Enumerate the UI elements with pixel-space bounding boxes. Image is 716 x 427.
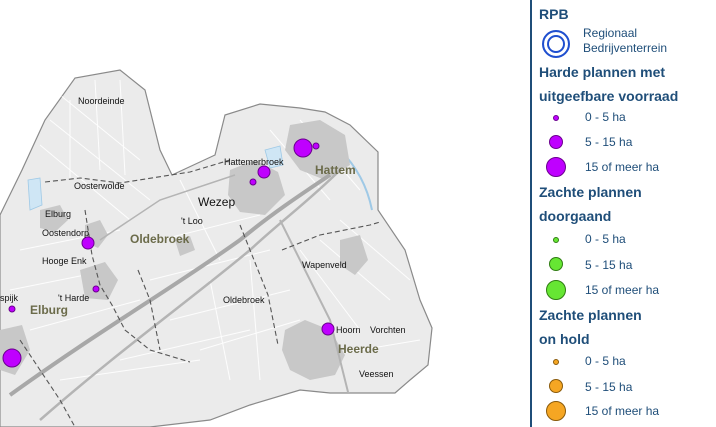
harde-plan-marker-large[interactable] bbox=[293, 138, 313, 158]
harde-plan-marker-small[interactable] bbox=[249, 178, 257, 186]
water-features bbox=[27, 145, 284, 211]
legend-zachte-doorgaand-title-line2: doorgaand bbox=[539, 208, 612, 224]
zachte-doorgaand-large-icon bbox=[546, 280, 566, 300]
legend-doorgaand-large-label: 15 of meer ha bbox=[585, 283, 660, 297]
harde-plan-marker-medium[interactable] bbox=[257, 165, 271, 179]
municipality-label-oldebroek: Oldebroek bbox=[130, 232, 190, 246]
legend-onhold-medium-label: 5 - 15 ha bbox=[585, 380, 633, 394]
legend-doorgaand-small-label: 0 - 5 ha bbox=[585, 232, 626, 246]
harde-plan-marker-medium[interactable] bbox=[81, 236, 95, 250]
harde-medium-icon bbox=[549, 135, 563, 149]
harde-small-icon bbox=[553, 115, 559, 121]
legend-rpb-title: RPB bbox=[539, 6, 569, 22]
map: Noordeinde Oosterwolde Elburg Oostendorp… bbox=[0, 69, 433, 427]
legend-zachte-onhold-title-line1: Zachte plannen bbox=[539, 307, 642, 323]
zachte-doorgaand-small-icon bbox=[553, 237, 559, 243]
road bbox=[279, 219, 351, 401]
harde-large-icon bbox=[546, 157, 566, 177]
legend-onhold-small-label: 0 - 5 ha bbox=[585, 354, 626, 368]
legend-harde-title-line2: uitgeefbare voorraad bbox=[539, 88, 679, 104]
municipality-label-elburg: Elburg bbox=[30, 303, 68, 317]
zachte-onhold-large-icon bbox=[546, 401, 566, 421]
place-label-t-loo: 't Loo bbox=[181, 216, 203, 226]
plan-markers bbox=[2, 138, 335, 368]
place-label-hoorn: Hoorn bbox=[336, 325, 361, 335]
municipality-label-hattem: Hattem bbox=[315, 163, 356, 177]
place-label-wapenveld: Wapenveld bbox=[302, 260, 347, 270]
legend-harde-medium-label: 5 - 15 ha bbox=[585, 135, 633, 149]
road bbox=[99, 174, 236, 241]
municipality-label-heerde: Heerde bbox=[338, 342, 379, 356]
harde-plan-marker-small[interactable] bbox=[8, 305, 16, 313]
place-label-elburg-town: Elburg bbox=[45, 209, 71, 219]
legend-doorgaand-medium-label: 5 - 15 ha bbox=[585, 258, 633, 272]
place-labels: Noordeinde Oosterwolde Elburg Oostendorp… bbox=[0, 96, 406, 379]
place-label-hooge-enk: Hooge Enk bbox=[42, 256, 87, 266]
harde-plan-marker-medium[interactable] bbox=[321, 322, 335, 336]
legend-rpb-label-line1: Regionaal bbox=[583, 26, 638, 40]
harde-plan-marker-small[interactable] bbox=[92, 285, 100, 293]
legend-harde-large-label: 15 of meer ha bbox=[585, 160, 660, 174]
map-legend: RPB Regionaal Bedrijventerrein Harde pla… bbox=[537, 4, 713, 424]
legend-harde-small-label: 0 - 5 ha bbox=[585, 110, 626, 124]
harde-plan-marker-small[interactable] bbox=[312, 142, 320, 150]
legend-onhold-large-label: 15 of meer ha bbox=[585, 404, 660, 418]
legend-divider bbox=[530, 0, 532, 427]
place-label-oldebroek: Oldebroek bbox=[223, 295, 265, 305]
harde-plan-marker-large[interactable] bbox=[2, 348, 22, 368]
legend-harde-title-line1: Harde plannen met bbox=[539, 64, 666, 80]
place-label-spijk: spijk bbox=[0, 293, 19, 303]
place-label-oostendorp: Oostendorp bbox=[42, 228, 89, 238]
railway bbox=[39, 169, 341, 421]
municipal-boundaries bbox=[19, 159, 381, 427]
place-label-noordeinde: Noordeinde bbox=[78, 96, 125, 106]
zachte-onhold-medium-icon bbox=[549, 379, 563, 393]
place-label-vorchten: Vorchten bbox=[370, 325, 406, 335]
place-label-veessen: Veessen bbox=[359, 369, 394, 379]
zachte-onhold-small-icon bbox=[553, 359, 559, 365]
legend-zachte-onhold-title-line2: on hold bbox=[539, 331, 590, 347]
place-label-wezep: Wezep bbox=[198, 195, 235, 209]
place-label-oosterwolde: Oosterwolde bbox=[74, 181, 125, 191]
legend-zachte-doorgaand-title-line1: Zachte plannen bbox=[539, 184, 642, 200]
zachte-doorgaand-medium-icon bbox=[549, 257, 563, 271]
place-label-hattemerbroek: Hattemerbroek bbox=[224, 157, 284, 167]
rpb-ring-icon bbox=[542, 30, 570, 58]
motorway bbox=[8, 173, 332, 397]
legend-rpb-label-line2: Bedrijventerrein bbox=[583, 41, 668, 55]
place-label-t-harde: 't Harde bbox=[58, 293, 89, 303]
